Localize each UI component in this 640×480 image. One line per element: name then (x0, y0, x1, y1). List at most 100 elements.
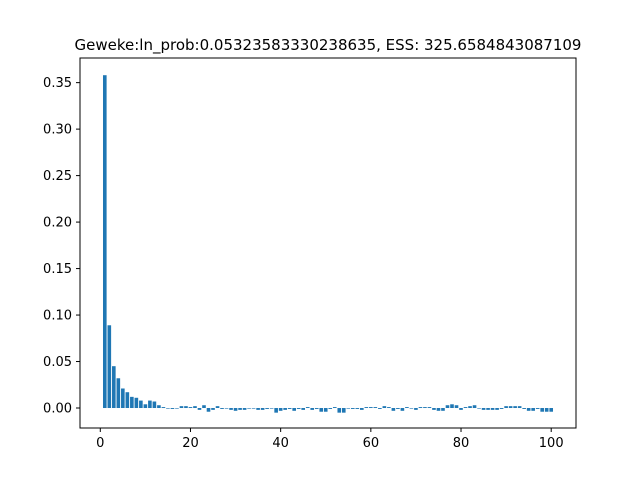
bar-25 (211, 408, 215, 410)
bar-52 (332, 407, 337, 409)
bar-65 (391, 408, 396, 411)
bar-22 (197, 408, 202, 410)
x-tick-label: 40 (272, 436, 289, 451)
bar-83 (472, 405, 477, 409)
bar-34 (251, 408, 256, 409)
bar-89 (499, 408, 504, 409)
bar-80 (459, 408, 463, 410)
bar-63 (382, 406, 387, 409)
bar-39 (274, 408, 278, 413)
bar-59 (364, 407, 369, 409)
bars (102, 75, 554, 413)
bar-87 (490, 408, 495, 410)
bar-4 (116, 378, 121, 409)
bar-21 (193, 406, 197, 409)
y-tick-label: 0.15 (43, 262, 72, 277)
bar-90 (504, 406, 508, 409)
bar-2 (107, 325, 112, 409)
bar-79 (454, 405, 459, 409)
bar-19 (184, 406, 188, 409)
y-tick-label: 0.30 (43, 123, 72, 138)
bar-64 (387, 407, 391, 409)
bar-5 (121, 388, 125, 409)
bar-69 (409, 408, 414, 409)
bar-9 (139, 400, 143, 409)
x-tick-label: 100 (539, 436, 564, 451)
bar-57 (355, 408, 360, 409)
bar-61 (373, 407, 378, 409)
bar-11 (148, 400, 152, 409)
bar-78 (450, 404, 454, 409)
bar-68 (405, 407, 409, 409)
x-tick-label: 20 (182, 436, 199, 451)
bar-10 (143, 404, 148, 409)
bar-81 (463, 407, 468, 409)
bar-38 (269, 408, 274, 409)
bar-98 (540, 408, 544, 412)
bar-44 (296, 408, 301, 409)
y-tick-label: 0.10 (43, 309, 72, 324)
bar-35 (256, 408, 260, 410)
bar-51 (328, 408, 333, 409)
bar-56 (350, 408, 355, 409)
plot-frame (79, 57, 577, 429)
bar-37 (265, 408, 269, 409)
bar-28 (224, 408, 229, 409)
y-axis-ticks: 0.00 0.05 0.10 0.15 0.20 0.25 0.30 0.35 (43, 76, 80, 417)
bar-77 (445, 405, 450, 409)
bar-42 (287, 408, 292, 409)
x-tick-label: 60 (363, 436, 380, 451)
x-tick-label: 80 (453, 436, 470, 451)
bar-96 (531, 408, 535, 411)
bar-12 (152, 401, 157, 409)
bar-36 (260, 408, 265, 410)
bar-47 (310, 408, 315, 410)
bar-86 (486, 408, 490, 410)
bar-6 (125, 392, 130, 409)
bar-46 (305, 407, 310, 409)
bar-1 (102, 75, 107, 409)
bar-48 (314, 408, 319, 409)
x-axis-ticks: 0 20 40 60 80 100 (96, 428, 564, 451)
bar-27 (220, 408, 224, 409)
bar-18 (179, 406, 184, 409)
bar-66 (396, 408, 400, 409)
bar-84 (477, 408, 481, 409)
bar-43 (292, 408, 296, 411)
y-tick-label: 0.25 (43, 169, 72, 184)
bar-23 (202, 405, 206, 409)
bar-73 (427, 407, 432, 409)
bar-72 (423, 407, 427, 409)
bar-95 (526, 408, 531, 411)
bar-55 (346, 408, 351, 409)
bar-7 (130, 396, 134, 409)
bar-50 (323, 408, 328, 412)
bar-82 (468, 406, 472, 409)
bar-29 (229, 408, 233, 410)
bar-70 (414, 408, 418, 410)
bar-32 (242, 408, 247, 410)
bar-14 (161, 407, 166, 409)
bar-71 (418, 407, 423, 409)
bar-75 (436, 408, 441, 411)
bar-62 (378, 408, 382, 409)
y-tick-label: 0.05 (43, 355, 72, 370)
bar-41 (283, 408, 287, 410)
bar-91 (508, 406, 513, 409)
bar-40 (278, 408, 283, 411)
bar-53 (337, 408, 342, 413)
bar-97 (535, 408, 540, 409)
bar-60 (369, 407, 373, 409)
y-tick-label: 0.20 (43, 216, 72, 231)
bar-76 (441, 408, 445, 411)
bar-88 (495, 408, 499, 410)
bar-93 (517, 406, 522, 409)
chart-title: Geweke:ln_prob:0.05323583330238635, ESS:… (75, 36, 582, 55)
bar-67 (400, 408, 405, 411)
bar-33 (247, 408, 251, 409)
bar-15 (166, 408, 170, 409)
y-tick-label: 0.35 (43, 76, 72, 91)
bar-30 (233, 408, 238, 411)
bar-58 (360, 408, 364, 410)
